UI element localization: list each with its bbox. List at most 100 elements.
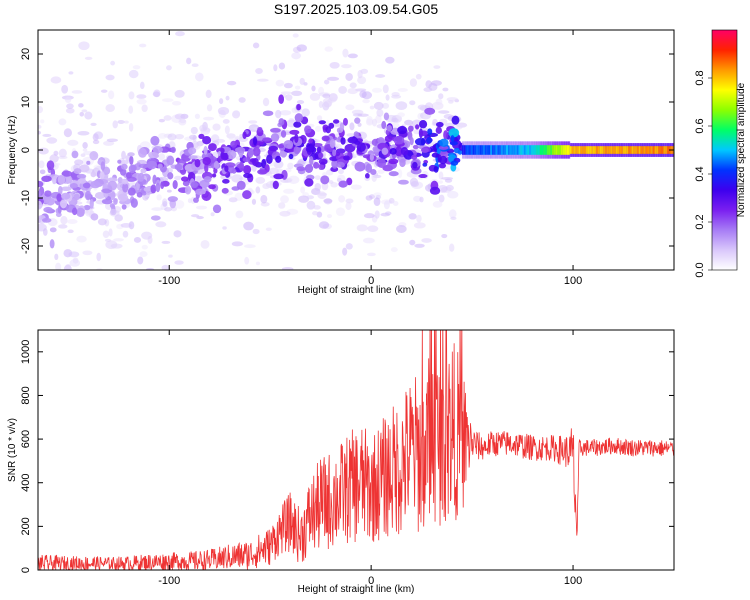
spectrogram-ridge-blob: [203, 145, 208, 155]
colorbar-tick-label: 0.0: [694, 262, 706, 277]
spectrogram-noise-blob: [34, 311, 43, 319]
spectrogram-ridge-blob: [278, 94, 285, 105]
spectrogram-band-segment: [645, 146, 648, 154]
spectrogram-ridge-blob: [318, 152, 324, 159]
spectrogram-ridge-blob: [38, 180, 44, 188]
spectrogram-noise-blob: [217, 106, 230, 116]
spectrogram-ridge-blob: [236, 163, 244, 169]
spectrogram-ridge-blob: [146, 160, 158, 170]
spectrogram-noise-blob: [366, 115, 373, 125]
spectrogram-noise-blob: [345, 202, 352, 211]
spectrogram-ridge-blob: [41, 217, 52, 223]
spectrogram-noise-blob: [425, 22, 434, 30]
spectrogram-noise-blob: [392, 200, 399, 206]
spectrogram-band-segment: [599, 146, 602, 154]
spectrogram-ridge-blob: [242, 164, 252, 174]
spectrogram-noise-blob: [404, 119, 414, 126]
spectrogram-noise-blob: [391, 94, 402, 99]
spectrogram-band-segment: [626, 146, 629, 154]
spectrogram-ridge-blob: [203, 176, 212, 183]
spectrogram-noise-blob: [301, 108, 310, 117]
spectrogram-noise-blob: [306, 200, 316, 210]
spectrogram-ridge-blob: [389, 147, 397, 155]
spectrogram-band-segment: [631, 146, 634, 154]
spectrogram-noise-blob: [322, 97, 333, 107]
spectrogram-ridge-blob: [304, 125, 312, 134]
spectrogram-noise-blob: [345, 72, 353, 81]
spectrogram-noise-blob: [178, 118, 187, 126]
spectrogram-noise-blob: [222, 226, 227, 230]
spectrogram-noise-blob: [173, 230, 182, 238]
spectrogram-noise-blob: [338, 195, 346, 203]
snr-x-tick-label: 100: [564, 575, 582, 587]
spectrogram-noise-blob: [397, 88, 408, 92]
spectrogram-noise-blob: [91, 320, 99, 326]
spectrogram-ridge-blob: [365, 173, 370, 179]
spectrogram-noise-blob: [423, 87, 433, 92]
spectrogram-ridge-blob: [329, 138, 336, 149]
spectrogram-noise-blob: [78, 41, 90, 51]
spectrogram-ridge-blob: [438, 162, 447, 169]
spectrogram-ridge-blob: [412, 144, 419, 150]
snr-line: [38, 330, 674, 570]
spectrogram-band-segment: [490, 145, 493, 155]
spectrogram-ridge-blob: [57, 174, 66, 185]
spectrogram-noise-blob: [342, 48, 349, 58]
spectrogram-band-segment: [578, 146, 581, 154]
spectrogram-band-segment: [587, 146, 590, 154]
spectrogram-ridge-blob: [270, 127, 281, 133]
spectrogram-noise-blob: [421, 238, 432, 243]
spectrogram-noise-blob: [156, 194, 162, 201]
spectrogram-band-segment: [483, 145, 486, 155]
spectrogram-ridge-blob: [435, 126, 442, 134]
spectrogram-noise-blob: [324, 46, 333, 52]
spectrogram-noise-blob: [357, 69, 363, 79]
spectrogram-ridge-blob: [277, 144, 285, 149]
spectrogram-noise-blob: [175, 302, 186, 306]
spectrogram-noise-blob: [145, 267, 155, 270]
spectrogram-ridge-blob: [182, 180, 190, 187]
spectrogram-band-segment: [568, 145, 571, 155]
spectrogram-ridge-blob: [140, 168, 147, 174]
spectrogram-ridge-blob: [365, 163, 373, 174]
spectrogram-noise-blob: [442, 87, 449, 92]
spectrogram-ridge-blob: [318, 158, 328, 165]
spectrogram-ridge-blob: [90, 180, 101, 189]
spectrogram-noise-blob: [158, 118, 165, 123]
spectrogram-noise-blob: [219, 98, 224, 105]
spectrogram-noise-blob: [362, 99, 370, 104]
spectrogram-noise-blob: [235, 210, 244, 219]
spectrogram-noise-blob: [312, 211, 319, 216]
spectrogram-noise-blob: [68, 71, 74, 75]
spectrogram-ridge-blob: [137, 172, 145, 182]
spectrogram-ridge-blob: [43, 206, 53, 213]
snr-y-tick-label: 1000: [20, 340, 32, 364]
spectrogram-noise-blob: [325, 119, 330, 126]
spectrogram-band-segment: [506, 145, 509, 155]
spectrogram-ridge-blob: [86, 160, 91, 165]
spectrogram-noise-blob: [189, 134, 197, 140]
colorbar-ticks: 0.0 0.2 0.4 0.6 0.8: [694, 70, 712, 278]
spectrogram-ridge-blob: [208, 143, 217, 152]
spectrogram-noise-blob: [128, 91, 135, 100]
spectrogram-band-segment: [504, 145, 507, 155]
spectrogram-band-segment: [624, 146, 627, 154]
spectrogram-ridge-blob: [157, 163, 163, 169]
spectrogram-ridge-blob: [44, 190, 52, 197]
spectrogram-ridge-blob: [121, 178, 129, 185]
spectrogram-y-tick-label: 10: [20, 96, 32, 108]
spectrogram-noise-blob: [395, 101, 408, 111]
spectrogram-noise-blob: [311, 85, 316, 92]
spectrogram-noise-blob: [78, 103, 84, 108]
spectrogram-ridge-blob: [309, 155, 314, 166]
spectrogram-noise-blob: [66, 219, 78, 224]
spectrogram-noise-blob: [322, 93, 331, 99]
spectrogram-noise-blob: [212, 123, 221, 131]
spectrogram-noise-blob: [255, 176, 266, 184]
spectrogram-noise-blob: [385, 94, 390, 101]
spectrogram-band-segment: [469, 145, 472, 155]
spectrogram-noise-blob: [373, 101, 384, 110]
spectrogram-band-segment: [520, 145, 523, 155]
spectrogram-band-segment: [610, 146, 613, 154]
